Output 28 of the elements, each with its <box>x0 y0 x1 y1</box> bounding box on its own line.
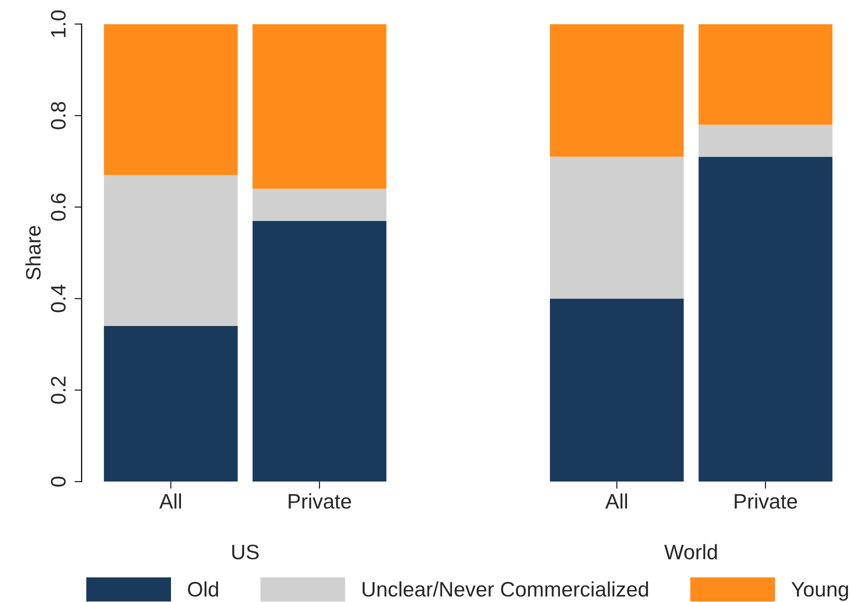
bar <box>698 156 832 482</box>
y-axis-title: Share <box>25 226 41 280</box>
bar <box>252 220 386 482</box>
bar <box>252 24 386 189</box>
y-tick-label: 0.6 <box>50 194 66 221</box>
bar <box>252 188 386 221</box>
x-tick-label: Private <box>288 493 351 509</box>
y-tick-label: 0.4 <box>50 284 66 312</box>
bar <box>104 24 238 176</box>
bar <box>550 298 684 482</box>
legend-label: Old <box>188 581 218 597</box>
bar <box>698 124 832 157</box>
y-tick-label: 0 <box>50 476 66 487</box>
legend-label: Unclear/Never Commercialized <box>362 581 648 597</box>
bar <box>104 326 238 482</box>
bar <box>698 24 832 125</box>
bar <box>550 24 684 157</box>
x-tick-label: Private <box>734 493 797 509</box>
bar <box>104 175 238 326</box>
bar <box>550 156 684 299</box>
text: World <box>664 544 717 560</box>
legend-label: Young <box>791 582 848 601</box>
y-tick-label: 0.8 <box>50 102 66 130</box>
y-tick-label: 0.2 <box>50 376 66 404</box>
text: US <box>232 544 259 560</box>
x-tick-label: All <box>159 493 181 509</box>
x-tick-label: All <box>605 493 628 509</box>
y-tick-label: 1.0 <box>50 10 66 37</box>
